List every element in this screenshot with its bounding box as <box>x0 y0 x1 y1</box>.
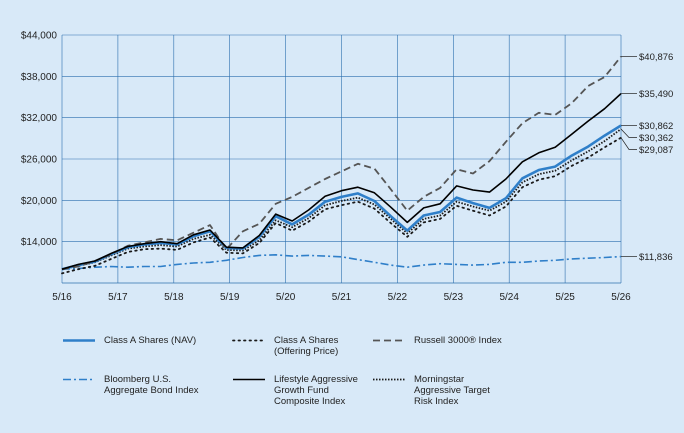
series-line-lifestyle <box>61 93 622 270</box>
legend-swatch <box>232 339 266 342</box>
series-line-class-a-nav <box>61 124 622 271</box>
series-line-morningstar <box>61 128 622 271</box>
x-tick-label: 5/24 <box>499 292 519 303</box>
legend-item-bond: Bloomberg U.S. Aggregate Bond Index <box>62 374 199 396</box>
legend-swatch <box>373 378 405 381</box>
series-line-russell <box>61 55 622 271</box>
legend-swatch <box>63 378 95 381</box>
x-tick-label: 5/22 <box>388 292 408 303</box>
x-tick-label: 5/16 <box>52 292 72 303</box>
legend-swatch <box>233 378 265 381</box>
y-tick-label: $38,000 <box>21 72 58 83</box>
series-lines <box>61 55 622 275</box>
x-tick-label: 5/17 <box>108 292 128 303</box>
x-tick-label: 5/19 <box>220 292 240 303</box>
x-tick-label: 5/20 <box>276 292 296 303</box>
x-tick-label: 5/25 <box>555 292 575 303</box>
end-label-leader <box>620 137 637 150</box>
x-tick-label: 5/21 <box>332 292 352 303</box>
x-axis-ticks: 5/16 5/17 5/18 5/19 5/20 5/21 5/22 5/23 5/24 5/25… <box>52 292 631 303</box>
y-axis-ticks: $14,000 $20,000 $26,000 $32,000 $38,000 $44,0… <box>21 31 58 249</box>
end-label-leader <box>620 128 637 138</box>
series-line-bond <box>61 254 622 270</box>
y-tick-label: $32,000 <box>21 113 58 124</box>
y-tick-label: $20,000 <box>21 196 58 207</box>
x-tick-label: 5/26 <box>611 292 631 303</box>
end-label-morningstar: $30,362 <box>639 133 673 144</box>
legend-label: Morningstar Aggressive Target Risk Index <box>414 374 490 407</box>
legend-swatch <box>63 339 95 342</box>
x-tick-label: 5/23 <box>444 292 464 303</box>
legend-item-class-a-nav: Class A Shares (NAV) <box>62 335 196 346</box>
legend-item-russell: Russell 3000® Index <box>372 335 502 346</box>
series-line-class-a-offer <box>61 136 622 275</box>
grid-lines <box>61 34 622 284</box>
end-label-lifestyle: $35,490 <box>639 89 673 100</box>
y-tick-label: $44,000 <box>21 31 58 42</box>
x-tick-label: 5/18 <box>164 292 184 303</box>
legend-label: Bloomberg U.S. Aggregate Bond Index <box>104 374 199 396</box>
legend-item-lifestyle: Lifestyle Aggressive Growth Fund Composi… <box>232 374 358 407</box>
legend-swatch <box>373 339 405 342</box>
legend-label: Class A Shares (Offering Price) <box>274 335 339 357</box>
end-value-labels: $40,876 $35,490 $30,862$30,362$29,087 $11,8… <box>620 52 673 263</box>
legend-item-morningstar: Morningstar Aggressive Target Risk Index <box>372 374 490 407</box>
y-tick-label: $26,000 <box>21 155 58 166</box>
end-label-bond: $11,836 <box>639 252 673 263</box>
legend-label: Russell 3000® Index <box>414 335 502 346</box>
legend-item-class-a-offer: Class A Shares (Offering Price) <box>232 335 338 357</box>
legend-label: Lifestyle Aggressive Growth Fund Composi… <box>274 374 358 407</box>
end-label-class-a-nav: $30,862 <box>639 121 673 132</box>
legend-label: Class A Shares (NAV) <box>104 335 197 346</box>
y-tick-label: $14,000 <box>21 237 58 248</box>
end-label-class-a-offer: $29,087 <box>639 145 673 156</box>
end-label-russell: $40,876 <box>639 52 673 63</box>
